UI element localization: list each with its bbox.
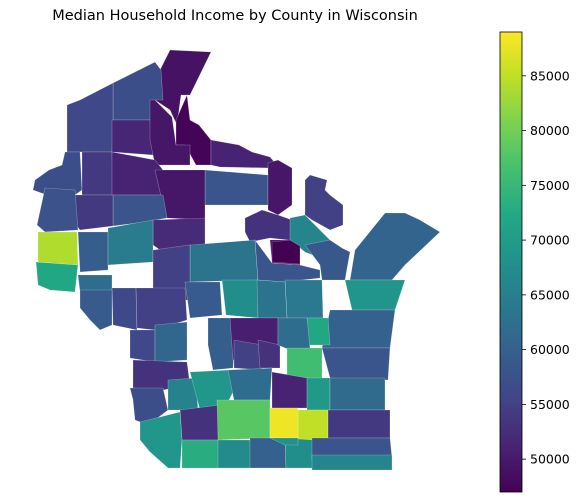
county-region: [37, 231, 79, 266]
colorbar-tick-label: 65000: [530, 287, 570, 302]
colorbar-tick-label: 80000: [530, 123, 570, 138]
county-region: [256, 279, 288, 319]
county-region: [189, 239, 259, 283]
county-region: [321, 347, 391, 381]
county-region: [204, 169, 269, 206]
county-region: [306, 377, 331, 411]
county-region: [321, 309, 396, 349]
counties-layer: [32, 49, 441, 471]
colorbar-tick-label: 75000: [530, 178, 570, 193]
county-region: [149, 99, 191, 166]
county-region: [267, 159, 293, 216]
county-region: [269, 437, 299, 446]
county-region: [217, 439, 253, 469]
county-region: [32, 151, 83, 196]
county-region: [271, 371, 308, 409]
county-region: [111, 119, 154, 156]
colorbar-tick-label: 55000: [530, 397, 570, 412]
county-region: [257, 339, 281, 369]
county-region: [184, 281, 223, 319]
county-region: [74, 194, 114, 231]
colorbar-tick-label: 60000: [530, 342, 570, 357]
colorbar-ticks: 50000 55000 60000 65000 70000 75000 80000 85000: [522, 68, 570, 467]
county-region: [111, 287, 138, 331]
county-region: [227, 367, 273, 401]
county-region: [216, 399, 271, 441]
county-region: [107, 219, 154, 266]
colorbar: 50000 55000 60000 65000 70000 75000 80000 85000: [499, 31, 570, 493]
county-region: [221, 279, 259, 319]
county-region: [77, 274, 113, 293]
county-region: [311, 454, 393, 471]
county-region: [79, 289, 113, 331]
county-region: [210, 139, 278, 169]
county-region: [304, 174, 344, 231]
colorbar-tick-label: 70000: [530, 233, 570, 248]
county-region: [306, 317, 331, 346]
county-region: [181, 439, 221, 469]
county-region: [36, 187, 79, 233]
county-region: [344, 279, 406, 311]
county-region: [154, 321, 188, 363]
county-region: [35, 261, 79, 293]
county-region: [66, 82, 114, 153]
colorbar-tick-label: 85000: [530, 68, 570, 83]
county-region: [329, 377, 386, 411]
county-region: [139, 411, 183, 469]
county-region: [77, 231, 109, 273]
map-title: Median Household Income by County in Wis…: [52, 8, 418, 24]
colorbar-gradient: [499, 31, 523, 493]
county-region: [233, 339, 263, 371]
county-region: [284, 279, 324, 319]
county-region: [297, 409, 329, 441]
county-region: [129, 329, 156, 363]
county-region: [254, 238, 321, 283]
county-region: [277, 317, 311, 351]
county-region: [349, 212, 441, 281]
county-region: [81, 151, 114, 196]
county-region: [327, 409, 391, 439]
county-region: [304, 239, 351, 281]
colorbar-tick-label: 50000: [530, 452, 570, 467]
county-region: [244, 209, 301, 248]
county-region: [271, 239, 301, 265]
county-region: [269, 407, 299, 441]
